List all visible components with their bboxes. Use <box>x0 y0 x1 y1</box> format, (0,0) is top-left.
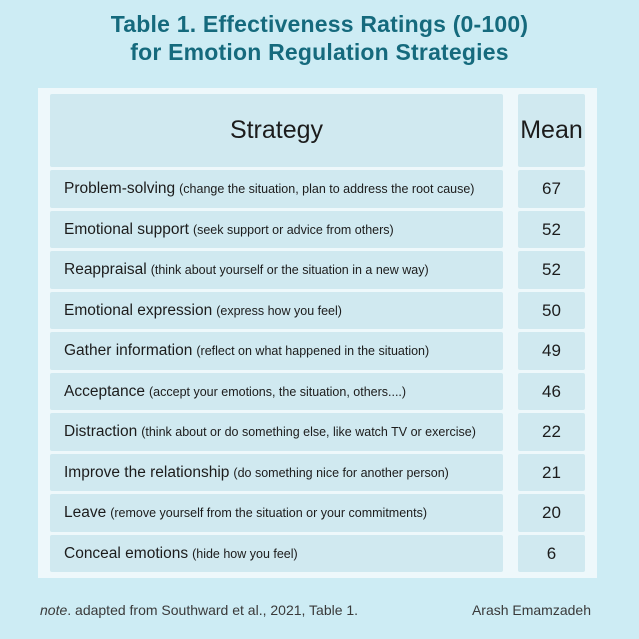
strategy-description: (remove yourself from the situation or y… <box>110 506 428 520</box>
strategy-name: Problem-solving <box>64 180 176 197</box>
strategy-description: (change the situation, plan to address t… <box>179 182 475 196</box>
strategy-name: Acceptance <box>64 382 145 400</box>
column-header-strategy: Strategy <box>50 94 503 167</box>
mean-value: 52 <box>518 251 585 289</box>
strategy-description: (express how you feel) <box>216 303 342 318</box>
table-row: Leave (remove yourself from the situation… <box>50 494 585 532</box>
strategy-name: Emotional support <box>64 220 189 238</box>
source-note: note. adapted from Southward et al., 202… <box>40 602 358 618</box>
table-row: Gather information (reflect on what happe… <box>50 332 585 370</box>
author-credit: Arash Emamzadeh <box>471 602 591 618</box>
mean-value: 50 <box>518 291 585 329</box>
strategy-cell: Reappraisal (think about yourself or the … <box>50 251 503 289</box>
strategy-cell: Leave (remove yourself from the situation… <box>50 494 503 532</box>
column-header-mean: Mean <box>518 94 585 167</box>
strategy-description: (accept your emotions, the situation, ot… <box>149 384 407 399</box>
note-word: note <box>40 602 68 618</box>
strategy-name: Distraction <box>64 423 138 440</box>
note-rest: . adapted from Southward et al., 2021, T… <box>67 602 359 618</box>
mean-value: 6 <box>518 534 585 572</box>
strategy-cell: Conceal emotions (hide how you feel) <box>50 534 503 572</box>
strategy-description: (think about or do something else, like … <box>141 425 476 439</box>
strategy-description: (think about yourself or the situation i… <box>150 263 429 277</box>
table-header-row: Strategy Mean <box>50 94 585 167</box>
strategy-description: (hide how you feel) <box>192 546 298 561</box>
strategy-cell: Acceptance (accept your emotions, the sit… <box>50 372 503 410</box>
strategy-cell: Gather information (reflect on what happe… <box>50 332 503 370</box>
page-title: Table 1. Effectiveness Ratings (0-100) f… <box>0 0 639 66</box>
mean-value: 21 <box>518 453 585 491</box>
strategy-description: (seek support or advice from others) <box>192 222 394 237</box>
table-row: Improve the relationship (do something ni… <box>50 453 585 491</box>
page-title-line2: for Emotion Regulation Strategies <box>130 38 509 65</box>
table-row: Acceptance (accept your emotions, the sit… <box>50 372 585 410</box>
strategy-cell: Distraction (think about or do something … <box>50 413 503 451</box>
mean-value: 52 <box>518 210 585 248</box>
strategy-description: (do something nice for another person) <box>233 465 449 480</box>
strategy-name: Improve the relationship <box>64 463 230 481</box>
page-title-line1: Table 1. Effectiveness Ratings (0-100) <box>110 11 529 37</box>
strategy-cell: Emotional support (seek support or advice… <box>50 210 503 248</box>
strategy-cell: Emotional expression (express how you fee… <box>50 291 503 329</box>
table-row: Problem-solving (change the situation, pl… <box>50 170 585 208</box>
strategy-name: Gather information <box>64 342 193 359</box>
mean-value: 46 <box>518 372 585 410</box>
table-row: Conceal emotions (hide how you feel) 6 <box>50 534 585 572</box>
strategy-cell: Problem-solving (change the situation, pl… <box>50 170 503 208</box>
table-row: Emotional support (seek support or advice… <box>50 210 585 248</box>
strategy-name: Conceal emotions <box>64 544 189 562</box>
strategy-description: (reflect on what happened in the situati… <box>196 344 430 358</box>
mean-value: 67 <box>518 170 585 208</box>
table-row: Emotional expression (express how you fee… <box>50 291 585 329</box>
strategy-name: Leave <box>64 504 107 521</box>
strategy-name: Reappraisal <box>64 261 147 278</box>
table-row: Distraction (think about or do something … <box>50 413 585 451</box>
mean-value: 20 <box>518 494 585 532</box>
mean-value: 49 <box>518 332 585 370</box>
mean-value: 22 <box>518 413 585 451</box>
footer: note. adapted from Southward et al., 202… <box>40 602 591 618</box>
strategy-cell: Improve the relationship (do something ni… <box>50 453 503 491</box>
ratings-table: Strategy Mean Problem-solving (change the… <box>38 88 597 578</box>
strategy-name: Emotional expression <box>64 301 213 319</box>
table-row: Reappraisal (think about yourself or the … <box>50 251 585 289</box>
